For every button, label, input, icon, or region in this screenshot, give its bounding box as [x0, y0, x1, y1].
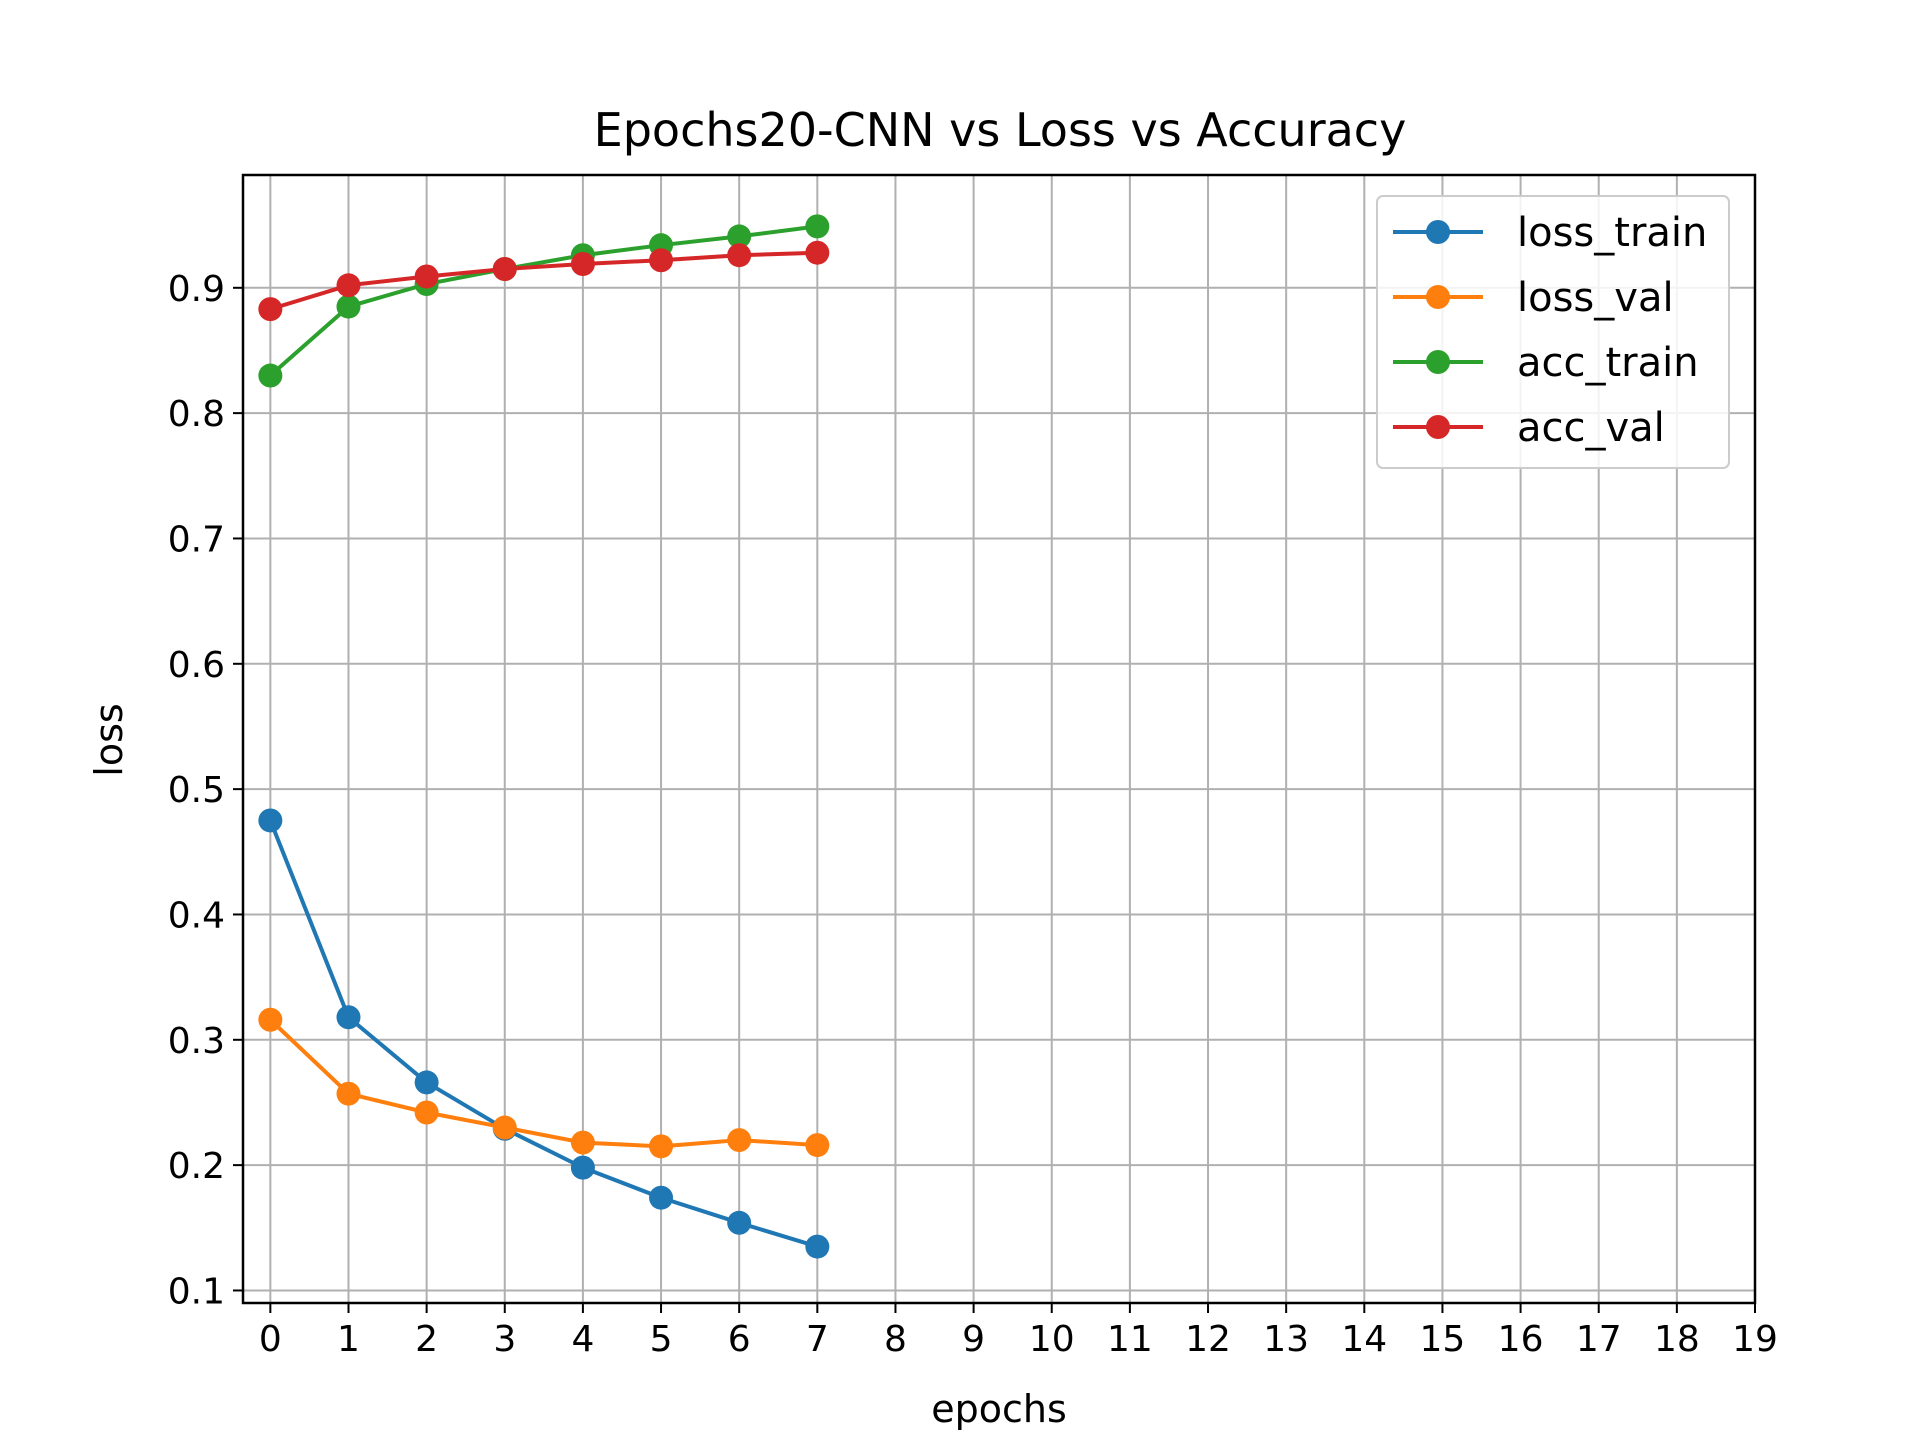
data-point-loss_val	[492, 1115, 517, 1140]
y-tick-label: 0.8	[168, 394, 225, 435]
data-point-loss_train	[727, 1210, 752, 1235]
data-point-loss_val	[336, 1081, 361, 1106]
data-point-loss_train	[336, 1005, 361, 1030]
data-point-acc_val	[727, 243, 752, 268]
y-tick-label: 0.4	[168, 895, 225, 936]
legend-label-acc_train: acc_train	[1517, 340, 1699, 386]
x-tick-label: 14	[1341, 1319, 1387, 1360]
series-line-acc_val	[269, 250, 818, 312]
x-tick-label: 13	[1263, 1319, 1309, 1360]
x-tick-label: 3	[493, 1319, 516, 1360]
series-line-loss_val	[268, 1018, 818, 1149]
y-tick-label: 0.2	[168, 1146, 225, 1187]
plot-frame	[241, 173, 1757, 1305]
data-point-loss_val	[258, 1007, 283, 1032]
legend-box	[1376, 195, 1730, 469]
x-tick-label: 17	[1576, 1319, 1622, 1360]
data-point-loss_train	[805, 1234, 830, 1259]
data-point-loss_val	[414, 1100, 439, 1125]
data-point-acc_val	[805, 240, 830, 265]
x-tick-label: 2	[415, 1319, 438, 1360]
legend-label-loss_train: loss_train	[1517, 210, 1707, 256]
data-point-acc_train	[258, 363, 283, 388]
x-tick-label: 0	[259, 1319, 282, 1360]
data-point-acc_train	[336, 294, 361, 319]
y-tick-label: 0.1	[168, 1271, 225, 1312]
data-point-acc_train	[727, 224, 752, 249]
series-layer	[258, 214, 830, 1259]
data-point-acc_val	[258, 297, 283, 322]
legend-marker-acc_train	[1426, 350, 1450, 374]
data-point-acc_val	[492, 257, 517, 281]
data-point-loss_train	[414, 1070, 439, 1095]
x-tick-label: 12	[1185, 1319, 1231, 1360]
series-loss_val	[258, 1007, 830, 1159]
x-tick-label: 11	[1107, 1319, 1153, 1360]
x-tick-label: 4	[571, 1319, 594, 1360]
x-tick-label: 8	[884, 1319, 907, 1360]
series-acc_val	[258, 240, 830, 322]
x-tick-label: 15	[1420, 1319, 1466, 1360]
legend-marker-loss_val	[1426, 285, 1450, 309]
data-point-loss_val	[649, 1134, 674, 1159]
data-point-loss_val	[727, 1128, 752, 1153]
legend-marker-acc_val	[1426, 415, 1450, 439]
x-tick-label: 18	[1654, 1319, 1700, 1360]
series-line-loss_train	[268, 819, 818, 1249]
x-axis-label: epochs	[931, 1387, 1067, 1431]
legend: loss_train loss_val acc_train acc_val	[1376, 195, 1730, 469]
data-point-acc_val	[649, 248, 674, 273]
legend-label-acc_val: acc_val	[1517, 405, 1665, 451]
y-tick-label: 0.6	[168, 645, 225, 686]
x-tick-label: 16	[1498, 1319, 1544, 1360]
data-point-loss_train	[258, 808, 283, 833]
x-tick-label: 5	[650, 1319, 673, 1360]
data-point-loss_train	[570, 1155, 595, 1180]
data-point-acc_val	[570, 251, 595, 276]
y-tick-label: 0.5	[168, 770, 225, 811]
series-line-acc_train	[269, 224, 818, 378]
legend-label-loss_val: loss_val	[1517, 275, 1674, 321]
data-point-acc_train	[805, 214, 830, 239]
y-tick-label: 0.3	[168, 1021, 225, 1062]
x-tick-label: 9	[962, 1319, 985, 1360]
x-tick-label: 6	[728, 1319, 751, 1360]
data-point-acc_val	[336, 273, 361, 298]
x-tick-label: 1	[337, 1319, 360, 1360]
y-axis-label: loss	[87, 703, 131, 776]
data-point-loss_train	[649, 1185, 674, 1210]
x-tick-label: 19	[1732, 1319, 1778, 1360]
x-tick-label: 10	[1029, 1319, 1075, 1360]
axis-ticks: 0 1 2 3 4 5 6 7 8 9 10 11 12 13 14 15 16 17 18 190.10.20.30…	[168, 269, 1778, 1360]
y-tick-label: 0.7	[168, 519, 225, 560]
y-tick-label: 0.9	[168, 269, 225, 310]
data-point-loss_val	[570, 1130, 595, 1155]
chart-title: Epochs20-CNN vs Loss vs Accuracy	[594, 103, 1407, 157]
legend-marker-loss_train	[1426, 220, 1450, 244]
data-point-loss_val	[805, 1133, 830, 1158]
x-tick-label: 7	[806, 1319, 829, 1360]
data-point-acc_val	[414, 264, 439, 289]
